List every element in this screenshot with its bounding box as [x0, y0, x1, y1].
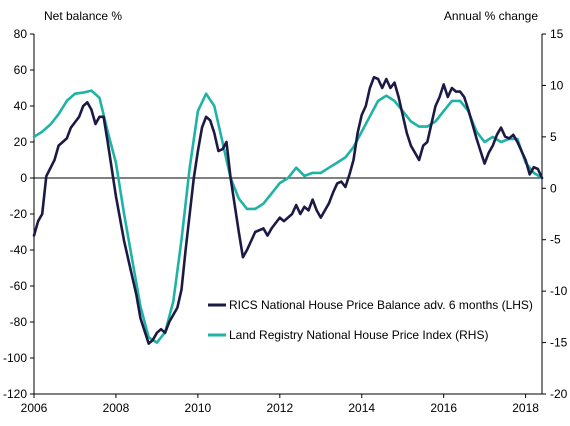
legend: RICS National House Price Balance adv. 6…	[208, 298, 533, 342]
left-axis-title: Net balance %	[44, 9, 122, 23]
x-tick-label: 2012	[266, 401, 293, 415]
left-tick-label: -20	[10, 207, 28, 221]
right-tick-label: 15	[550, 27, 564, 41]
left-tick-label: 0	[20, 171, 27, 185]
left-tick-label: 40	[14, 99, 28, 113]
series-line-rics	[32, 75, 544, 345]
left-tick-label: 20	[14, 135, 28, 149]
legend-label: RICS National House Price Balance adv. 6…	[229, 298, 533, 312]
right-tick-label: -5	[550, 233, 561, 247]
left-tick-label: -60	[10, 279, 28, 293]
left-tick-label: -80	[10, 315, 28, 329]
x-tick-label: 2010	[185, 401, 212, 415]
x-tick-label: 2008	[103, 401, 130, 415]
x-tick-label: 2016	[430, 401, 457, 415]
series-layer	[32, 75, 544, 345]
legend-item-land-registry: Land Registry National House Price Index…	[208, 328, 488, 342]
right-tick-label: -10	[550, 284, 568, 298]
left-tick-label: -100	[3, 351, 27, 365]
left-tick-label: 80	[14, 27, 28, 41]
legend-item-rics: RICS National House Price Balance adv. 6…	[208, 298, 533, 312]
right-axis-ticks: 15 10 5 0 -5 -10 -15 -20	[542, 27, 568, 401]
series-line-land-registry	[32, 89, 544, 344]
x-tick-label: 2018	[512, 401, 539, 415]
legend-label: Land Registry National House Price Index…	[229, 328, 488, 342]
left-axis-ticks: 80 60 40 20 0 -20 -40 -60 -80 -100 -120	[3, 27, 34, 401]
right-tick-label: 10	[550, 78, 564, 92]
right-tick-label: -20	[550, 387, 568, 401]
x-axis-ticks: 2006 2008 2010 2012 2014 2016 2018	[21, 394, 539, 415]
x-tick-label: 2006	[21, 401, 48, 415]
left-tick-label: -40	[10, 243, 28, 257]
left-tick-label: 60	[14, 63, 28, 77]
x-tick-label: 2014	[348, 401, 375, 415]
right-tick-label: 5	[550, 130, 557, 144]
right-tick-label: -15	[550, 336, 568, 350]
right-tick-label: 0	[550, 181, 557, 195]
right-axis-title: Annual % change	[444, 9, 538, 23]
left-tick-label: -120	[3, 387, 27, 401]
